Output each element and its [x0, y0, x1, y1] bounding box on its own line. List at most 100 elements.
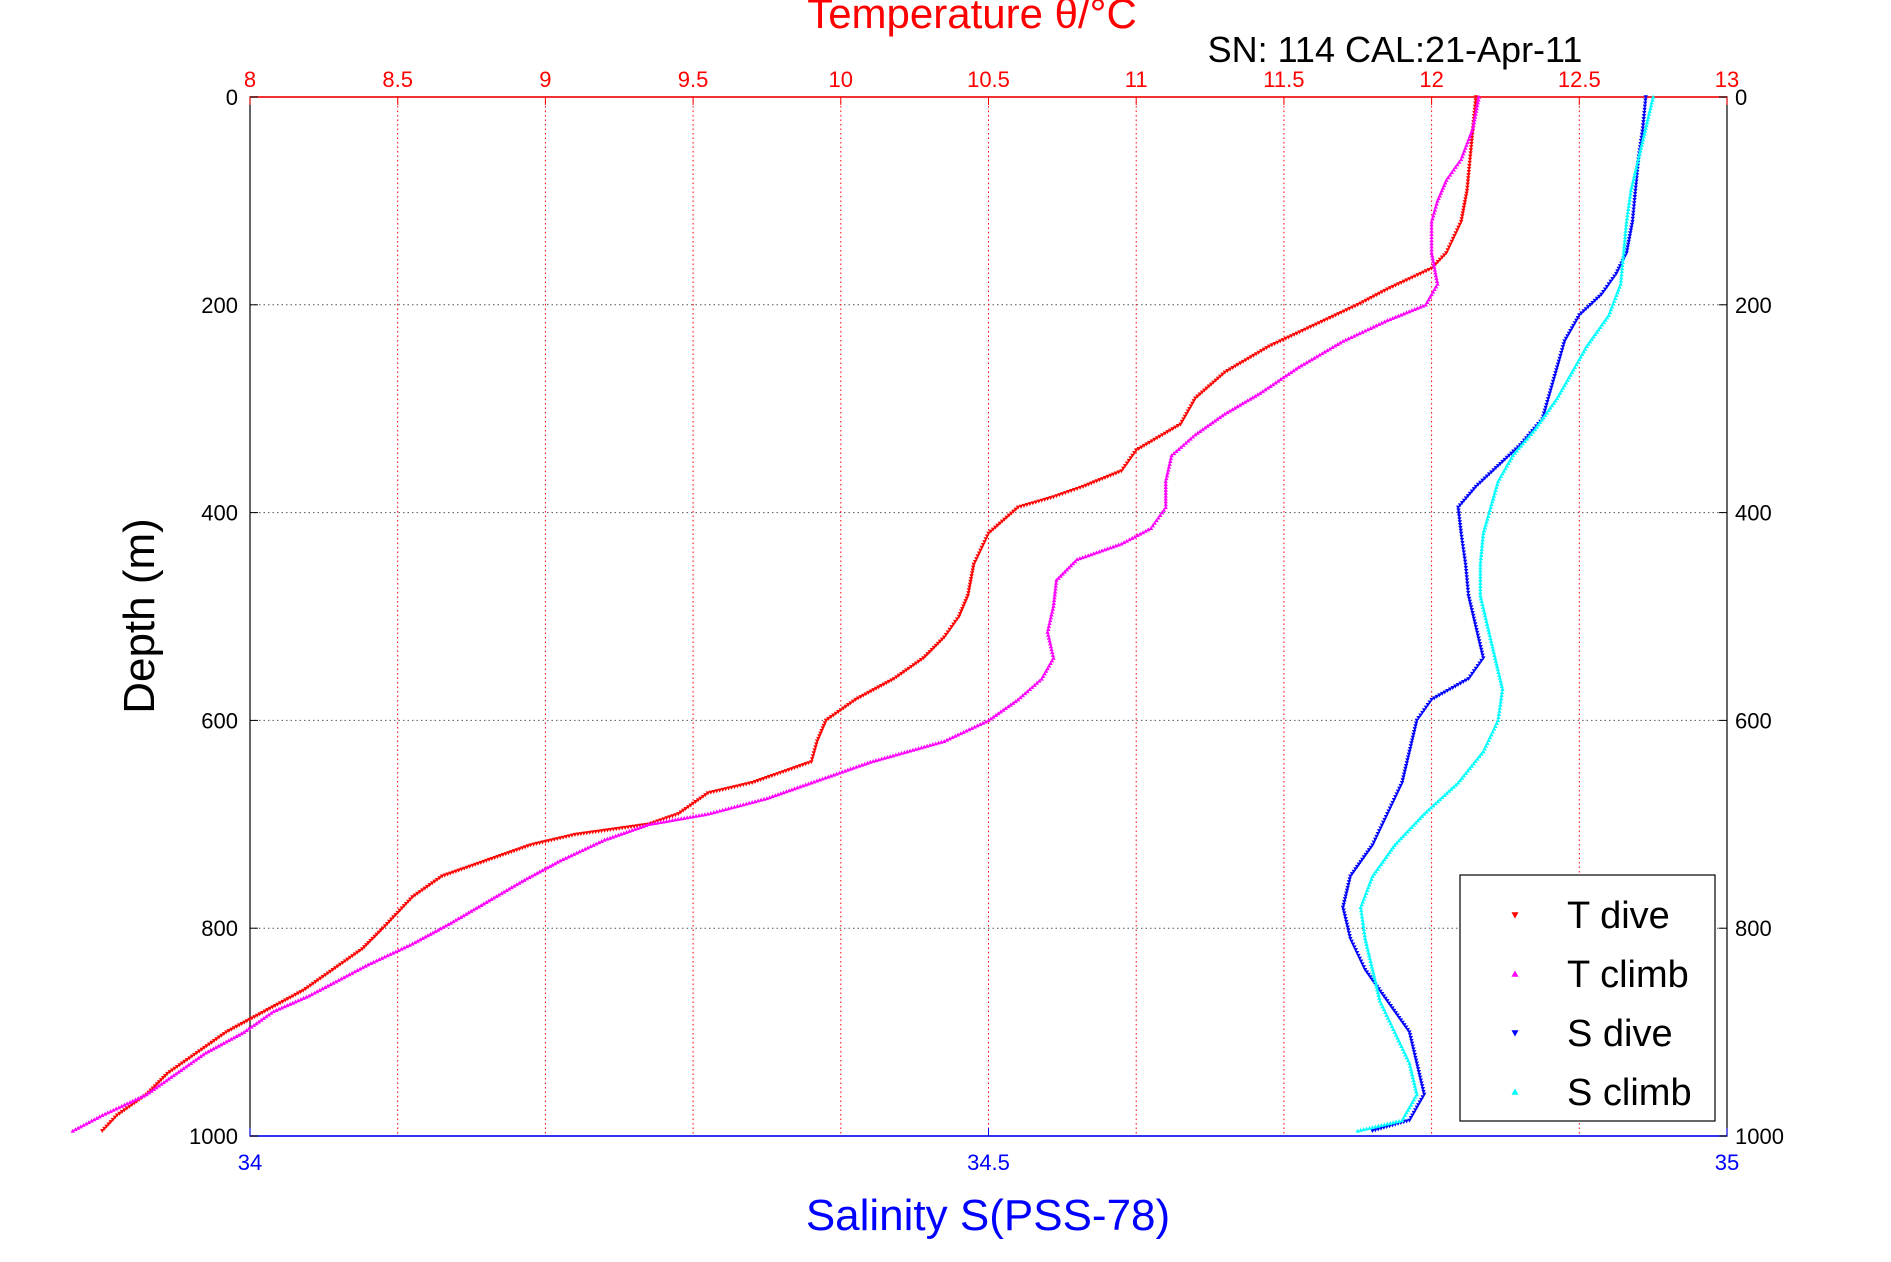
data-point — [1439, 255, 1445, 260]
data-point — [1255, 392, 1260, 397]
data-point — [1458, 531, 1464, 536]
data-point — [1379, 823, 1385, 828]
data-point — [1641, 113, 1647, 118]
data-point — [167, 1070, 172, 1075]
data-point — [1358, 301, 1363, 306]
data-point — [1612, 274, 1617, 279]
data-point — [1048, 641, 1053, 646]
data-point — [425, 933, 431, 938]
data-point — [1480, 602, 1485, 606]
data-point — [328, 982, 333, 987]
data-point — [1402, 1113, 1408, 1117]
data-point — [499, 891, 504, 896]
data-point — [1248, 355, 1254, 360]
data-point — [1163, 482, 1168, 487]
data-point — [1413, 820, 1418, 825]
data-point — [1391, 797, 1397, 802]
data-point — [1619, 275, 1624, 280]
data-point — [1468, 674, 1473, 679]
data-point — [1243, 358, 1248, 363]
data-point — [845, 703, 851, 708]
data-point — [629, 827, 635, 832]
data-point — [1429, 228, 1434, 233]
data-point — [1416, 716, 1421, 721]
data-point — [1588, 303, 1593, 307]
data-point — [1370, 970, 1376, 975]
data-point — [1148, 525, 1154, 530]
data-point — [1353, 948, 1358, 953]
data-point — [1032, 682, 1037, 687]
data-point — [1439, 691, 1445, 696]
data-point — [287, 1001, 293, 1006]
data-point — [569, 853, 574, 858]
data-point — [393, 913, 398, 918]
data-point — [1171, 451, 1177, 456]
data-point — [1486, 630, 1492, 635]
data-point — [1466, 677, 1471, 682]
data-point — [1407, 1105, 1412, 1110]
data-point — [1480, 540, 1485, 545]
data-point — [1372, 976, 1377, 981]
data-point — [1478, 581, 1483, 586]
data-point — [196, 1055, 201, 1060]
data-point — [968, 576, 974, 581]
data-point — [1411, 1080, 1417, 1085]
data-point — [70, 1128, 75, 1133]
data-point — [1046, 626, 1051, 631]
data-point — [188, 1061, 194, 1066]
data-point — [682, 815, 687, 820]
data-point — [496, 892, 502, 897]
data-point — [1548, 388, 1553, 393]
data-point — [878, 684, 884, 688]
data-point — [1572, 321, 1578, 326]
data-point — [1063, 491, 1068, 496]
data-point — [1410, 1100, 1415, 1104]
data-point — [1390, 800, 1395, 805]
data-point — [1342, 911, 1347, 916]
data-point — [1348, 936, 1353, 941]
data-point — [723, 807, 728, 811]
data-point — [1053, 580, 1059, 585]
data-point — [1463, 565, 1469, 570]
data-point — [1144, 442, 1149, 447]
data-point — [906, 666, 911, 671]
data-point — [1355, 303, 1360, 307]
data-point — [1475, 482, 1481, 487]
data-point — [427, 883, 432, 888]
data-point — [840, 769, 845, 774]
data-point — [1491, 726, 1497, 731]
data-point — [1471, 761, 1476, 766]
data-point — [1506, 461, 1511, 466]
data-point — [1373, 869, 1379, 874]
data-point — [1344, 919, 1349, 924]
data-point — [1638, 145, 1644, 150]
data-point — [1415, 305, 1420, 310]
data-point — [862, 761, 867, 766]
data-point — [1489, 502, 1494, 507]
data-point — [1465, 587, 1471, 592]
data-point — [1366, 972, 1371, 977]
data-point — [655, 820, 660, 825]
data-point — [146, 1090, 152, 1095]
data-point — [1450, 236, 1456, 241]
data-point — [853, 697, 858, 702]
data-point — [360, 965, 365, 970]
data-point — [1396, 282, 1401, 287]
data-point — [1469, 605, 1474, 610]
data-point — [563, 855, 568, 860]
data-point — [871, 688, 876, 693]
data-point — [687, 814, 693, 819]
data-point — [1130, 453, 1135, 458]
data-point — [1281, 375, 1286, 380]
data-point — [761, 796, 767, 801]
data-point — [1471, 123, 1476, 128]
data-point — [406, 899, 411, 904]
data-point — [1408, 1066, 1413, 1071]
data-point — [1304, 360, 1309, 365]
data-point — [1495, 667, 1500, 672]
data-point — [1374, 834, 1379, 839]
data-point — [1393, 314, 1398, 319]
data-point — [172, 1066, 177, 1071]
data-point — [1006, 513, 1012, 518]
data-point — [690, 814, 696, 819]
